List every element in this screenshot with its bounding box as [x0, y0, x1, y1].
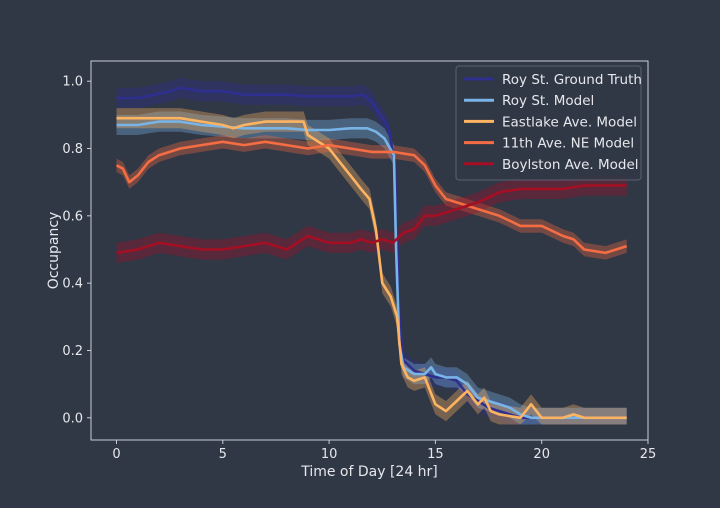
y-tick-label: 0.2: [62, 344, 83, 359]
y-axis-label: Occupancy: [46, 212, 62, 290]
series-line: [115, 140, 628, 255]
y-tick-label: 0.6: [62, 209, 83, 224]
y-tick-label: 0.0: [62, 411, 83, 426]
series-lines: [115, 86, 628, 420]
y-tick-label: 0.4: [62, 277, 83, 292]
series-band: [116, 135, 627, 260]
x-tick-label: 5: [219, 447, 227, 462]
legend-label: Eastlake Ave. Model: [502, 114, 637, 130]
x-tick-label: 0: [112, 447, 120, 462]
legend-box: [455, 65, 642, 181]
legend: Roy St. Ground Truth Roy St. Model Eastlak…: [455, 65, 642, 181]
x-axis-label: Time of Day [24 hr]: [300, 464, 438, 480]
series-band: [116, 175, 627, 263]
x-tick-label: 25: [640, 447, 657, 462]
plot-frame: [90, 60, 649, 441]
axis-ticks: 0 5 10 15 20 25 0.0 0.2 0.4 0.6 0.8 1.0: [62, 75, 656, 462]
x-tick-label: 10: [321, 447, 338, 462]
series-line: [116, 184, 627, 255]
legend-label: Roy St. Ground Truth: [502, 72, 642, 88]
x-tick-label: 15: [427, 447, 444, 462]
confidence-bands: [116, 77, 627, 425]
legend-label: Roy St. Model: [502, 93, 594, 109]
legend-label: Boylston Ave. Model: [502, 157, 639, 173]
y-tick-label: 1.0: [62, 75, 83, 90]
x-tick-label: 20: [533, 447, 550, 462]
series-line: [116, 116, 627, 420]
legend-label: 11th Ave. NE Model: [502, 136, 634, 152]
y-tick-label: 0.8: [62, 142, 83, 157]
